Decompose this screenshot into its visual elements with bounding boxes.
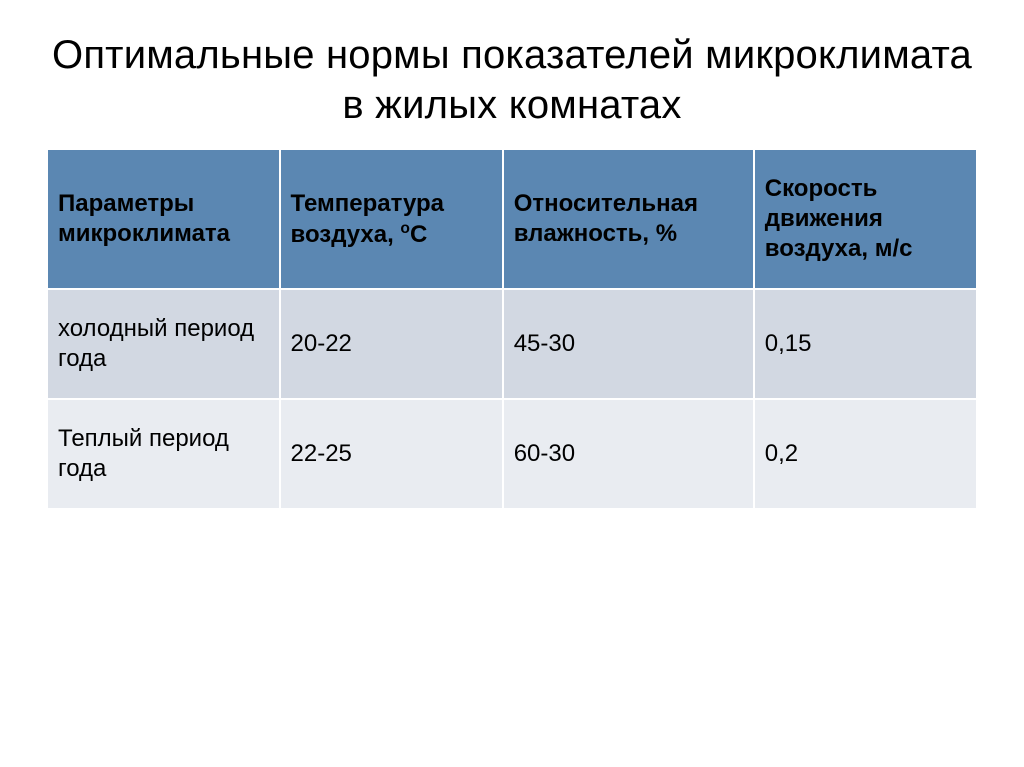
table-header-row: Параметры микроклимата Температура возду… <box>47 149 977 289</box>
table-row: Теплый период года 22-25 60-30 0,2 <box>47 399 977 509</box>
col-header-airspeed: Скорость движения воздуха, м/с <box>754 149 977 289</box>
col-header-params: Параметры микроклимата <box>47 149 280 289</box>
cell-airspeed: 0,2 <box>754 399 977 509</box>
table-row: холодный период года 20-22 45-30 0,15 <box>47 289 977 399</box>
cell-humidity: 45-30 <box>503 289 754 399</box>
cell-period: холодный период года <box>47 289 280 399</box>
cell-temp: 20-22 <box>280 289 503 399</box>
col-header-humidity: Относительная влажность, % <box>503 149 754 289</box>
slide-title: Оптимальные нормы показателей микроклима… <box>46 30 978 130</box>
cell-airspeed: 0,15 <box>754 289 977 399</box>
cell-humidity: 60-30 <box>503 399 754 509</box>
slide: Оптимальные нормы показателей микроклима… <box>0 0 1024 767</box>
microclimate-table: Параметры микроклимата Температура возду… <box>46 148 978 510</box>
cell-period: Теплый период года <box>47 399 280 509</box>
cell-temp: 22-25 <box>280 399 503 509</box>
col-header-temp: Температура воздуха, oC <box>280 149 503 289</box>
